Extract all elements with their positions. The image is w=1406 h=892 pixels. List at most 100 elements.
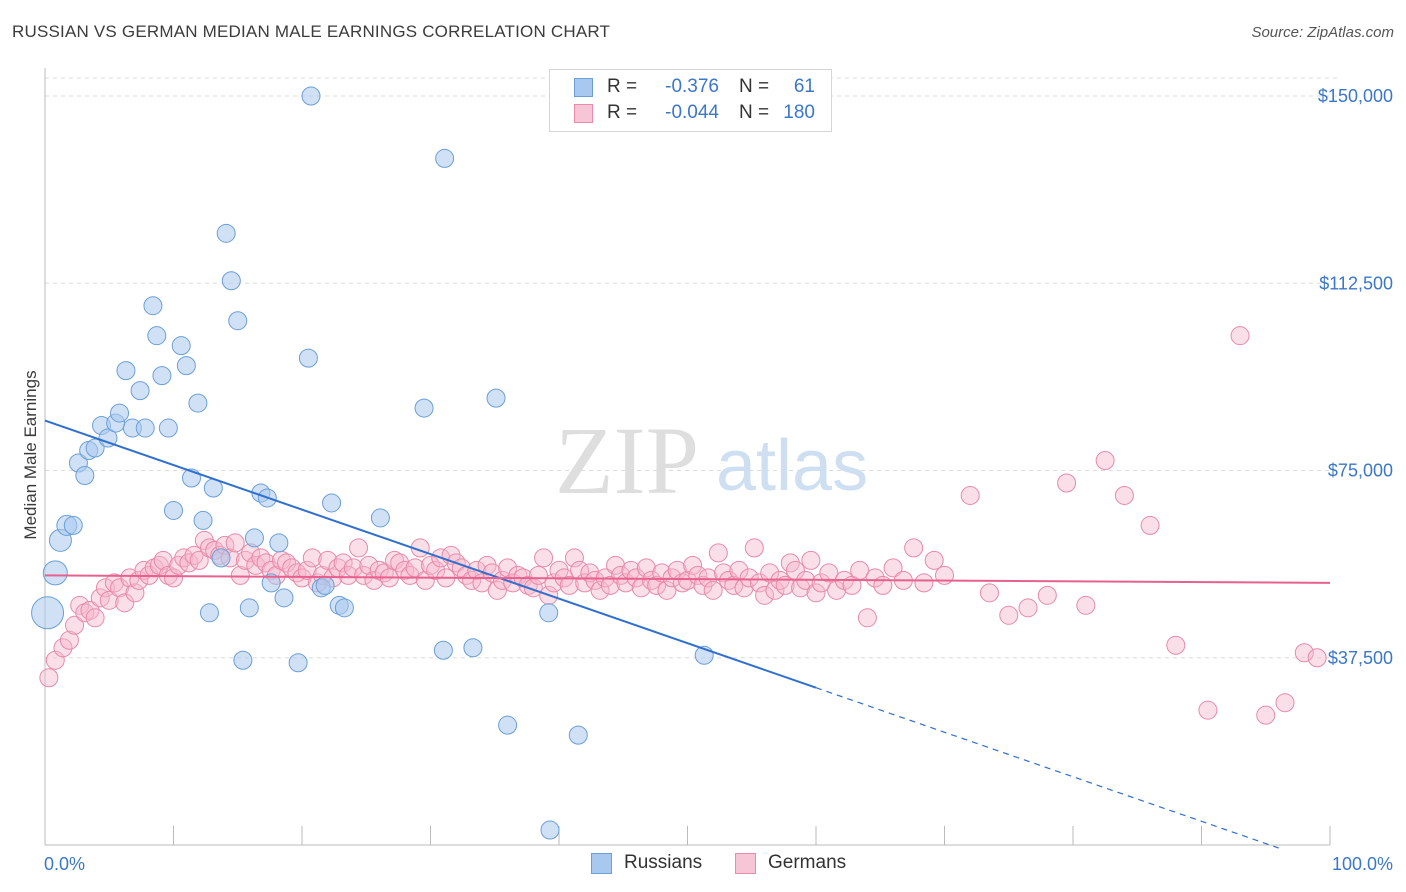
german-point (708, 543, 728, 563)
german-point (806, 583, 826, 603)
german-point (333, 553, 353, 573)
german-point (924, 550, 944, 570)
chart-source: Source: ZipAtlas.com (1251, 24, 1394, 41)
russian-point (322, 493, 342, 513)
russian-point (498, 715, 518, 735)
german-point (297, 560, 317, 580)
german-point (775, 575, 795, 595)
russian-point (143, 296, 163, 316)
german-point (801, 550, 821, 570)
y-axis-title: Median Male Earnings (21, 370, 40, 539)
russian-point (539, 603, 559, 623)
german-point (385, 550, 405, 570)
russian-point (188, 393, 208, 413)
russian-point (98, 428, 118, 448)
german-point (1140, 515, 1160, 535)
german-point (65, 615, 85, 635)
russian-point (164, 500, 183, 520)
german-point (85, 608, 105, 628)
german-point (999, 605, 1019, 625)
german-point (251, 548, 271, 568)
legend-r-value: -0.044 (665, 102, 719, 123)
german-point (935, 565, 954, 585)
german-point (104, 573, 124, 593)
russian-point (414, 398, 434, 418)
russian-point (486, 388, 506, 408)
russian-point (176, 356, 196, 376)
german-point (95, 578, 115, 598)
legend-r-label: R = (607, 102, 638, 123)
russian-point (233, 650, 253, 670)
legend-swatch-germans (574, 103, 593, 123)
german-point (1095, 451, 1115, 471)
german-point (99, 590, 119, 610)
y-tick-label: $150,000 (1318, 86, 1393, 106)
german-point (755, 585, 775, 605)
german-point (318, 550, 338, 570)
german-point (960, 485, 980, 505)
german-point (1307, 648, 1327, 668)
german-point (421, 555, 440, 575)
russians-trend-extension (815, 687, 1279, 849)
german-point (703, 580, 723, 600)
russian-point (540, 820, 560, 840)
russian-point (274, 588, 294, 608)
german-point (53, 638, 73, 658)
legend-n-label: N = (739, 76, 770, 97)
russian-point (463, 638, 483, 658)
legend-swatch-russians (574, 77, 593, 97)
russian-point (301, 86, 321, 106)
russian-point (239, 598, 259, 618)
legend-row-russians: R = -0.376 N = 61 (550, 74, 815, 100)
legend-n-value: 180 (783, 102, 815, 123)
german-point (1114, 485, 1134, 505)
german-point (744, 538, 764, 558)
german-point (153, 550, 173, 570)
german-point (1057, 473, 1077, 493)
german-point (590, 580, 610, 600)
german-point (765, 580, 785, 600)
russian-point (42, 560, 68, 586)
series-legend-russians[interactable]: Russians (591, 852, 702, 874)
german-point (1166, 635, 1186, 655)
russian-point (199, 603, 219, 623)
german-point (528, 565, 548, 585)
german-point (647, 575, 667, 595)
german-point (827, 580, 847, 600)
germans-trend-line (44, 574, 1331, 584)
russian-point (261, 573, 281, 593)
russian-point (370, 508, 390, 528)
russian-point (63, 515, 83, 535)
russians-swatch (591, 852, 612, 874)
russian-point (334, 598, 354, 618)
german-point (1198, 700, 1218, 720)
german-point (349, 538, 369, 558)
german-point (364, 570, 384, 590)
german-point (1076, 595, 1096, 615)
german-point (657, 580, 677, 600)
german-point (760, 563, 780, 583)
russian-point (244, 528, 264, 548)
german-point (487, 580, 507, 600)
german-point (302, 548, 322, 568)
russian-point (158, 418, 178, 438)
german-point (1230, 326, 1250, 346)
german-point (652, 563, 672, 583)
german-point (189, 550, 209, 570)
series-legend-germans[interactable]: Germans (735, 852, 846, 874)
german-point (883, 558, 903, 578)
german-point (819, 563, 839, 583)
german-point (354, 565, 374, 585)
german-point (164, 568, 183, 588)
legend-row-germans: R = -0.044 N = 180 (550, 100, 815, 126)
german-point (914, 573, 934, 593)
german-point (1275, 693, 1295, 713)
russian-point (147, 326, 167, 346)
german-point (498, 558, 518, 578)
german-point (979, 583, 999, 603)
russian-point (216, 223, 236, 243)
german-point (559, 575, 579, 595)
german-point (110, 578, 130, 598)
german-point (39, 668, 59, 688)
